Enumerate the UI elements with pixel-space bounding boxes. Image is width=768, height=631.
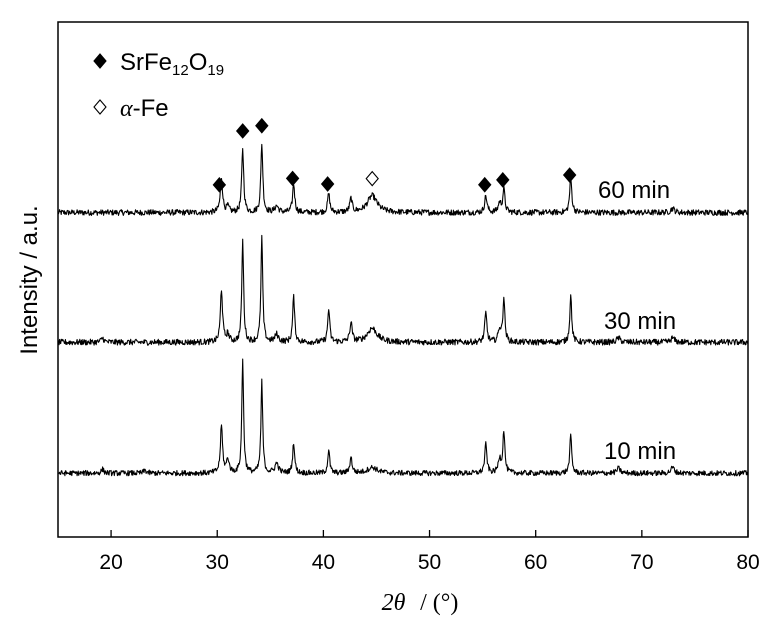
y-axis-label: Intensity / a.u.: [16, 205, 43, 354]
series-labels-group: 60 min 30 min 10 min: [598, 177, 676, 465]
x-axis: 20 30 40 50 60 70 80: [99, 530, 760, 574]
peak-markers-group: [212, 117, 577, 193]
peak-marker-4-filled: [320, 176, 335, 192]
plot-frame: [57, 21, 749, 538]
peak-marker-6-filled: [478, 176, 492, 193]
peak-marker-2-filled: [255, 117, 269, 134]
x-axis-label: 2θ / (°): [382, 589, 459, 616]
legend-label-0-part-0: SrFe: [120, 49, 172, 76]
x-axis-label-symbol: 2θ: [382, 590, 406, 616]
legend-label-1: α-Fe: [120, 95, 169, 122]
legend-label-0: SrFe12O19: [120, 49, 224, 79]
x-tick-label-60: 60: [524, 551, 547, 574]
trace-60-min: [57, 143, 749, 216]
legend-label-0-part-2: O: [189, 49, 208, 76]
legend: SrFe12O19 α-Fe: [93, 49, 224, 122]
traces-group: [57, 143, 749, 477]
x-axis-label-unit: / (°): [420, 590, 458, 616]
series-label-10-min: 10 min: [604, 438, 676, 465]
x-tick-label-30: 30: [206, 551, 229, 574]
peak-marker-3-filled: [285, 170, 300, 187]
x-tick-label-70: 70: [630, 551, 653, 574]
legend-marker-1: [93, 99, 107, 115]
x-tick-label-80: 80: [736, 551, 759, 574]
trace-30-min: [57, 234, 749, 346]
legend-label-1-part-0: α: [120, 96, 133, 122]
peak-marker-8-filled: [562, 167, 577, 183]
trace-10-min: [57, 358, 749, 477]
x-tick-label-50: 50: [418, 551, 441, 574]
x-tick-label-40: 40: [312, 551, 335, 574]
peak-marker-7-filled: [496, 172, 510, 188]
peak-marker-5-open: [365, 170, 379, 187]
legend-label-1-part-1: -Fe: [133, 95, 169, 122]
series-label-30-min: 30 min: [604, 308, 676, 335]
legend-label-0-part-3: 19: [207, 62, 224, 79]
peak-marker-1-filled: [235, 123, 250, 139]
series-label-60-min: 60 min: [598, 177, 670, 204]
legend-marker-0: [93, 53, 107, 69]
legend-label-0-part-1: 12: [172, 62, 189, 79]
peak-marker-0-filled: [212, 176, 227, 193]
x-tick-label-20: 20: [99, 551, 122, 574]
